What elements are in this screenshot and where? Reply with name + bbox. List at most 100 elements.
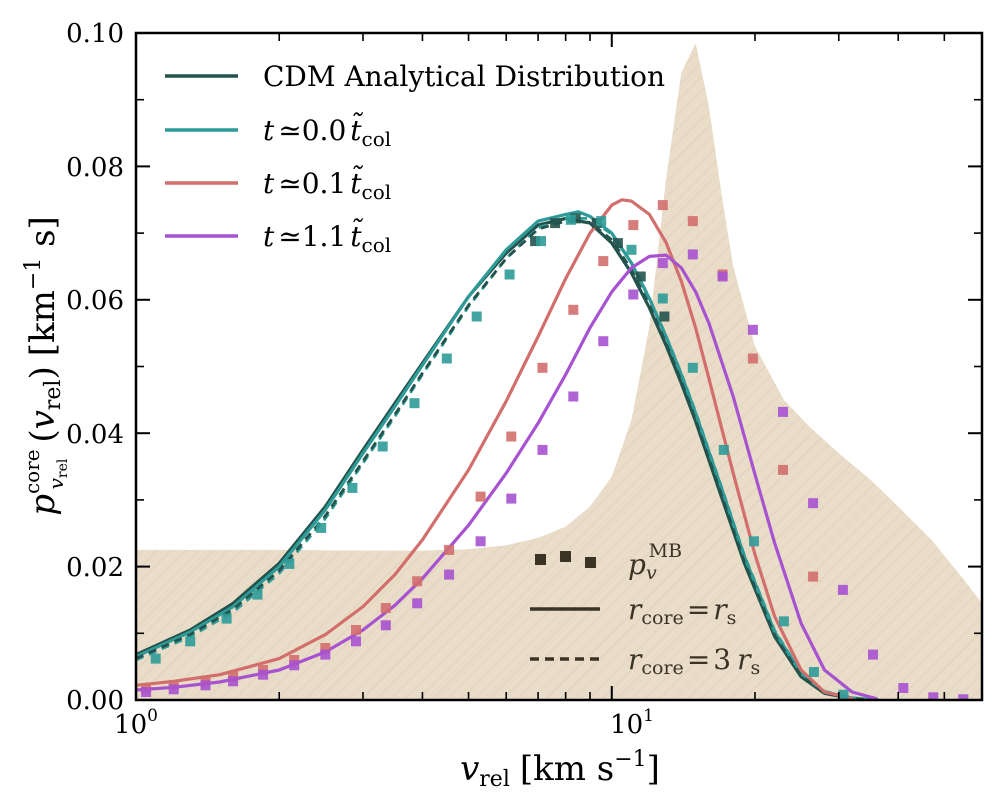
legend-entry: CDM Analytical Distribution — [165, 60, 665, 93]
series-line — [136, 253, 879, 700]
data-point — [412, 576, 423, 587]
data-point — [596, 216, 607, 227]
data-point — [808, 498, 819, 509]
data-point — [659, 311, 670, 322]
series-line — [136, 219, 877, 700]
legend: CDM Analytical Distribution t ≃0.0 t̃col t… — [165, 60, 665, 257]
data-point — [347, 482, 358, 493]
data-point — [928, 692, 939, 700]
legend-label: t ≃1.1 t̃col — [263, 218, 391, 257]
data-point — [475, 491, 486, 502]
y-tick-label: 0.02 — [66, 553, 124, 583]
data-point — [141, 687, 152, 697]
data-point — [778, 406, 788, 417]
data-point — [258, 669, 269, 680]
data-point — [747, 353, 758, 364]
data-point — [626, 244, 637, 255]
data-point — [628, 289, 639, 300]
data-point — [221, 613, 232, 624]
data-point — [377, 441, 388, 452]
data-point — [200, 680, 211, 691]
data-point — [506, 493, 517, 504]
data-point — [598, 256, 609, 267]
data-point — [598, 336, 609, 347]
data-point — [749, 536, 759, 547]
legend-entry: t ≃1.1 t̃col — [165, 218, 391, 257]
y-tick-label: 0.00 — [66, 686, 124, 716]
data-point — [837, 584, 848, 595]
style-legend-entry: pvMB — [535, 540, 682, 584]
data-point — [808, 571, 819, 582]
data-point — [718, 444, 729, 455]
data-point — [475, 536, 486, 547]
marker-layer — [141, 200, 969, 700]
style-legend-label: rcore = rs — [628, 593, 736, 629]
data-point — [185, 636, 196, 647]
data-point — [506, 431, 517, 442]
style-legend: pvMB rcore = rs rcore = 3 rs — [530, 540, 760, 679]
data-point — [778, 616, 789, 627]
data-point — [537, 444, 548, 455]
y-tick-labels: 0.00 0.02 0.04 0.06 0.08 0.10 — [66, 19, 124, 716]
legend-entry: t ≃0.1 t̃col — [165, 165, 391, 204]
data-point — [568, 391, 579, 402]
y-tick-label: 0.08 — [66, 153, 124, 183]
series-line — [136, 216, 877, 700]
legend-label: CDM Analytical Distribution — [263, 60, 665, 93]
legend-entry: t ≃0.0 t̃col — [165, 112, 391, 151]
data-point — [320, 649, 331, 660]
data-point — [778, 464, 788, 475]
data-point — [657, 200, 668, 211]
data-point — [316, 522, 327, 533]
data-point — [412, 598, 423, 609]
legend-label: t ≃0.0 t̃col — [263, 112, 391, 151]
data-point — [504, 269, 515, 280]
data-point — [687, 362, 698, 373]
data-point — [351, 636, 361, 647]
y-tick-label: 0.10 — [66, 19, 124, 49]
data-point — [441, 353, 452, 364]
x-axis-title: vrel [km s−1] — [460, 747, 660, 792]
data-point — [628, 220, 639, 231]
data-point — [228, 676, 239, 687]
legend-label: t ≃0.1 t̃col — [263, 165, 391, 204]
data-point — [717, 271, 728, 282]
data-point — [471, 311, 482, 322]
y-tick-label: 0.04 — [66, 420, 124, 450]
data-point — [747, 324, 758, 335]
data-point — [687, 249, 698, 260]
data-point — [537, 362, 548, 373]
style-legend-entry: rcore = 3 rs — [530, 643, 760, 679]
data-point — [320, 643, 331, 653]
x-tick-labels: 100 101 — [114, 706, 654, 740]
data-point — [687, 216, 698, 227]
data-point — [958, 694, 969, 700]
data-point — [808, 667, 819, 677]
data-point — [868, 649, 878, 660]
data-point — [530, 236, 541, 247]
style-legend-label: rcore = 3 rs — [628, 643, 760, 679]
style-legend-entry: rcore = rs — [530, 593, 736, 629]
data-point — [568, 304, 579, 315]
shaded-region-hatch — [136, 43, 982, 700]
series-layer — [136, 198, 879, 700]
style-legend-marker — [535, 554, 546, 565]
data-point — [536, 236, 546, 247]
shaded-region-layer — [136, 43, 982, 700]
data-point — [444, 569, 455, 580]
data-point — [150, 653, 161, 664]
data-point — [289, 660, 300, 671]
data-point — [284, 558, 295, 569]
series-line — [136, 198, 854, 700]
data-point — [635, 271, 646, 282]
data-point — [898, 683, 909, 693]
data-point — [409, 398, 420, 409]
data-point — [380, 620, 391, 631]
data-point — [838, 689, 849, 700]
data-point — [252, 589, 263, 600]
x-tick-label: 101 — [610, 706, 654, 740]
tick-layer — [135, 32, 982, 701]
data-point — [351, 625, 361, 635]
data-point — [657, 258, 668, 269]
style-legend-marker — [560, 551, 571, 562]
